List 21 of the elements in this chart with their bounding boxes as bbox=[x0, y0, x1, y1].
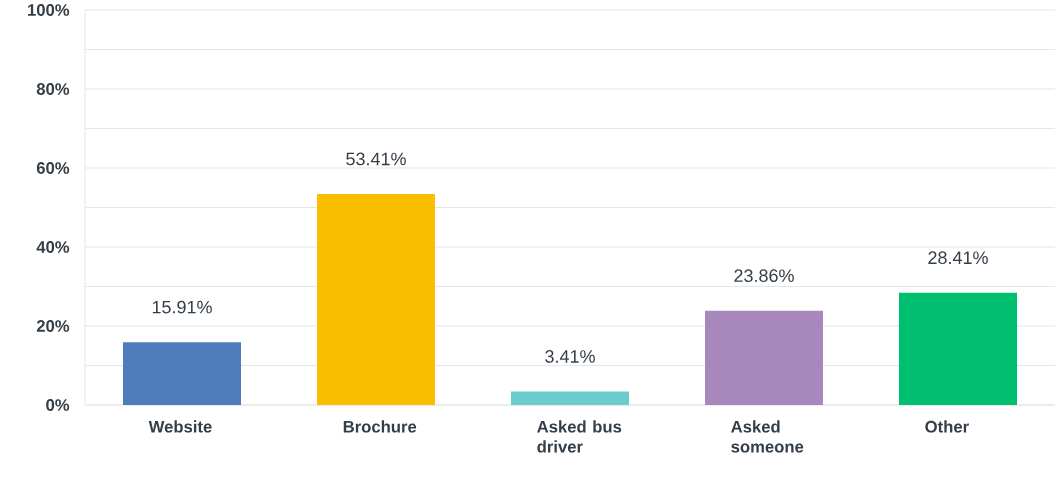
data-label: 23.86% bbox=[734, 269, 794, 283]
bar bbox=[511, 391, 629, 405]
x-tick-label: Asked bus driver bbox=[537, 420, 622, 453]
data-label: 28.41% bbox=[928, 251, 988, 265]
y-tick-label: 80% bbox=[36, 83, 70, 95]
data-label: 3.41% bbox=[545, 350, 595, 363]
y-tick-label: 0% bbox=[46, 399, 70, 411]
bar bbox=[123, 342, 241, 405]
bar bbox=[317, 194, 435, 405]
x-tick-label: Website bbox=[148, 420, 212, 433]
y-tick-label: 100% bbox=[28, 4, 70, 16]
y-tick-label: 40% bbox=[36, 241, 70, 253]
y-tick-label: 20% bbox=[36, 320, 70, 332]
x-tick-label: Other bbox=[925, 420, 969, 433]
data-label: 15.91% bbox=[152, 300, 212, 314]
data-label: 53.41% bbox=[346, 152, 406, 166]
bar bbox=[705, 310, 823, 405]
y-tick-label: 60% bbox=[36, 162, 70, 174]
bar bbox=[899, 292, 1017, 405]
x-tick-label: Brochure bbox=[343, 420, 417, 433]
x-tick-label: Asked someone bbox=[731, 420, 804, 453]
